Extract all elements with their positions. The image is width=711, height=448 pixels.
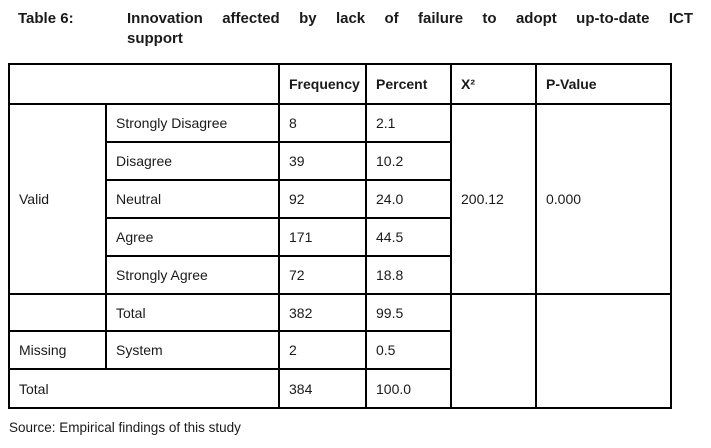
frequency-cell: 384 [278,368,367,409]
table-row: Strongly Agree 72 18.8 [9,255,671,295]
label-cell: Total [105,293,280,332]
table-row: Agree 171 44.5 [9,217,671,257]
chi-square-empty-cell [450,293,537,409]
header-percent: Percent [365,63,452,105]
table-row-valid-total: Total 382 99.5 [8,293,672,409]
p-value-empty-cell [535,293,672,409]
group-valid-cell: Valid [8,103,107,295]
percent-cell: 24.0 [365,179,452,219]
table-caption-number: Table 6: [18,10,74,27]
grand-total-label-cell: Total [8,368,280,409]
table-caption-line2: support [127,30,183,47]
group-missing-cell: Missing [8,330,107,370]
header-blank-cell [8,63,280,105]
header-chi-square: X² [450,63,537,105]
label-cell: Strongly Disagree [105,103,280,143]
blank-group-cell [8,293,107,332]
percent-cell: 18.8 [365,255,452,295]
table-caption-text: Innovation affected by lack of failure t… [127,9,693,49]
label-cell: Disagree [105,141,280,181]
frequency-cell: 8 [278,103,367,143]
label-cell: System [105,330,280,370]
p-value-cell: 0.000 [535,103,672,295]
frequency-cell: 382 [278,293,367,332]
header-p-value: P-Value [535,63,672,105]
percent-cell: 44.5 [365,217,452,257]
percent-cell: 10.2 [365,141,452,181]
frequency-cell: 72 [278,255,367,295]
table-row: Neutral 92 24.0 [9,179,671,219]
header-frequency: Frequency [278,63,367,105]
table-caption-line1: Innovation affected by lack of failure t… [127,10,693,27]
label-cell: Strongly Agree [105,255,280,295]
label-cell: Agree [105,217,280,257]
table-header-row: Frequency Percent X² P-Value [8,63,672,105]
label-cell: Neutral [105,179,280,219]
table-caption: Table 6: Innovation affected by lack of … [0,0,711,49]
frequency-cell: 92 [278,179,367,219]
frequency-cell: 171 [278,217,367,257]
chi-square-value-cell: 200.12 [450,103,537,295]
percent-cell: 100.0 [365,368,452,409]
frequency-table: Frequency Percent X² P-Value Valid Stron… [8,63,672,409]
table-row-missing: Missing System 2 0.5 [8,330,671,370]
frequency-cell: 2 [278,330,367,370]
percent-cell: 2.1 [365,103,452,143]
percent-cell: 99.5 [365,293,452,332]
table-row: Valid Strongly Disagree 8 2.1 200.12 0.0… [8,103,672,295]
table-row-grand-total: Total 384 100.0 [8,368,671,409]
frequency-cell: 39 [278,141,367,181]
source-note: Source: Empirical findings of this study [9,420,241,435]
percent-cell: 0.5 [365,330,452,370]
table-row: Disagree 39 10.2 [9,141,671,181]
